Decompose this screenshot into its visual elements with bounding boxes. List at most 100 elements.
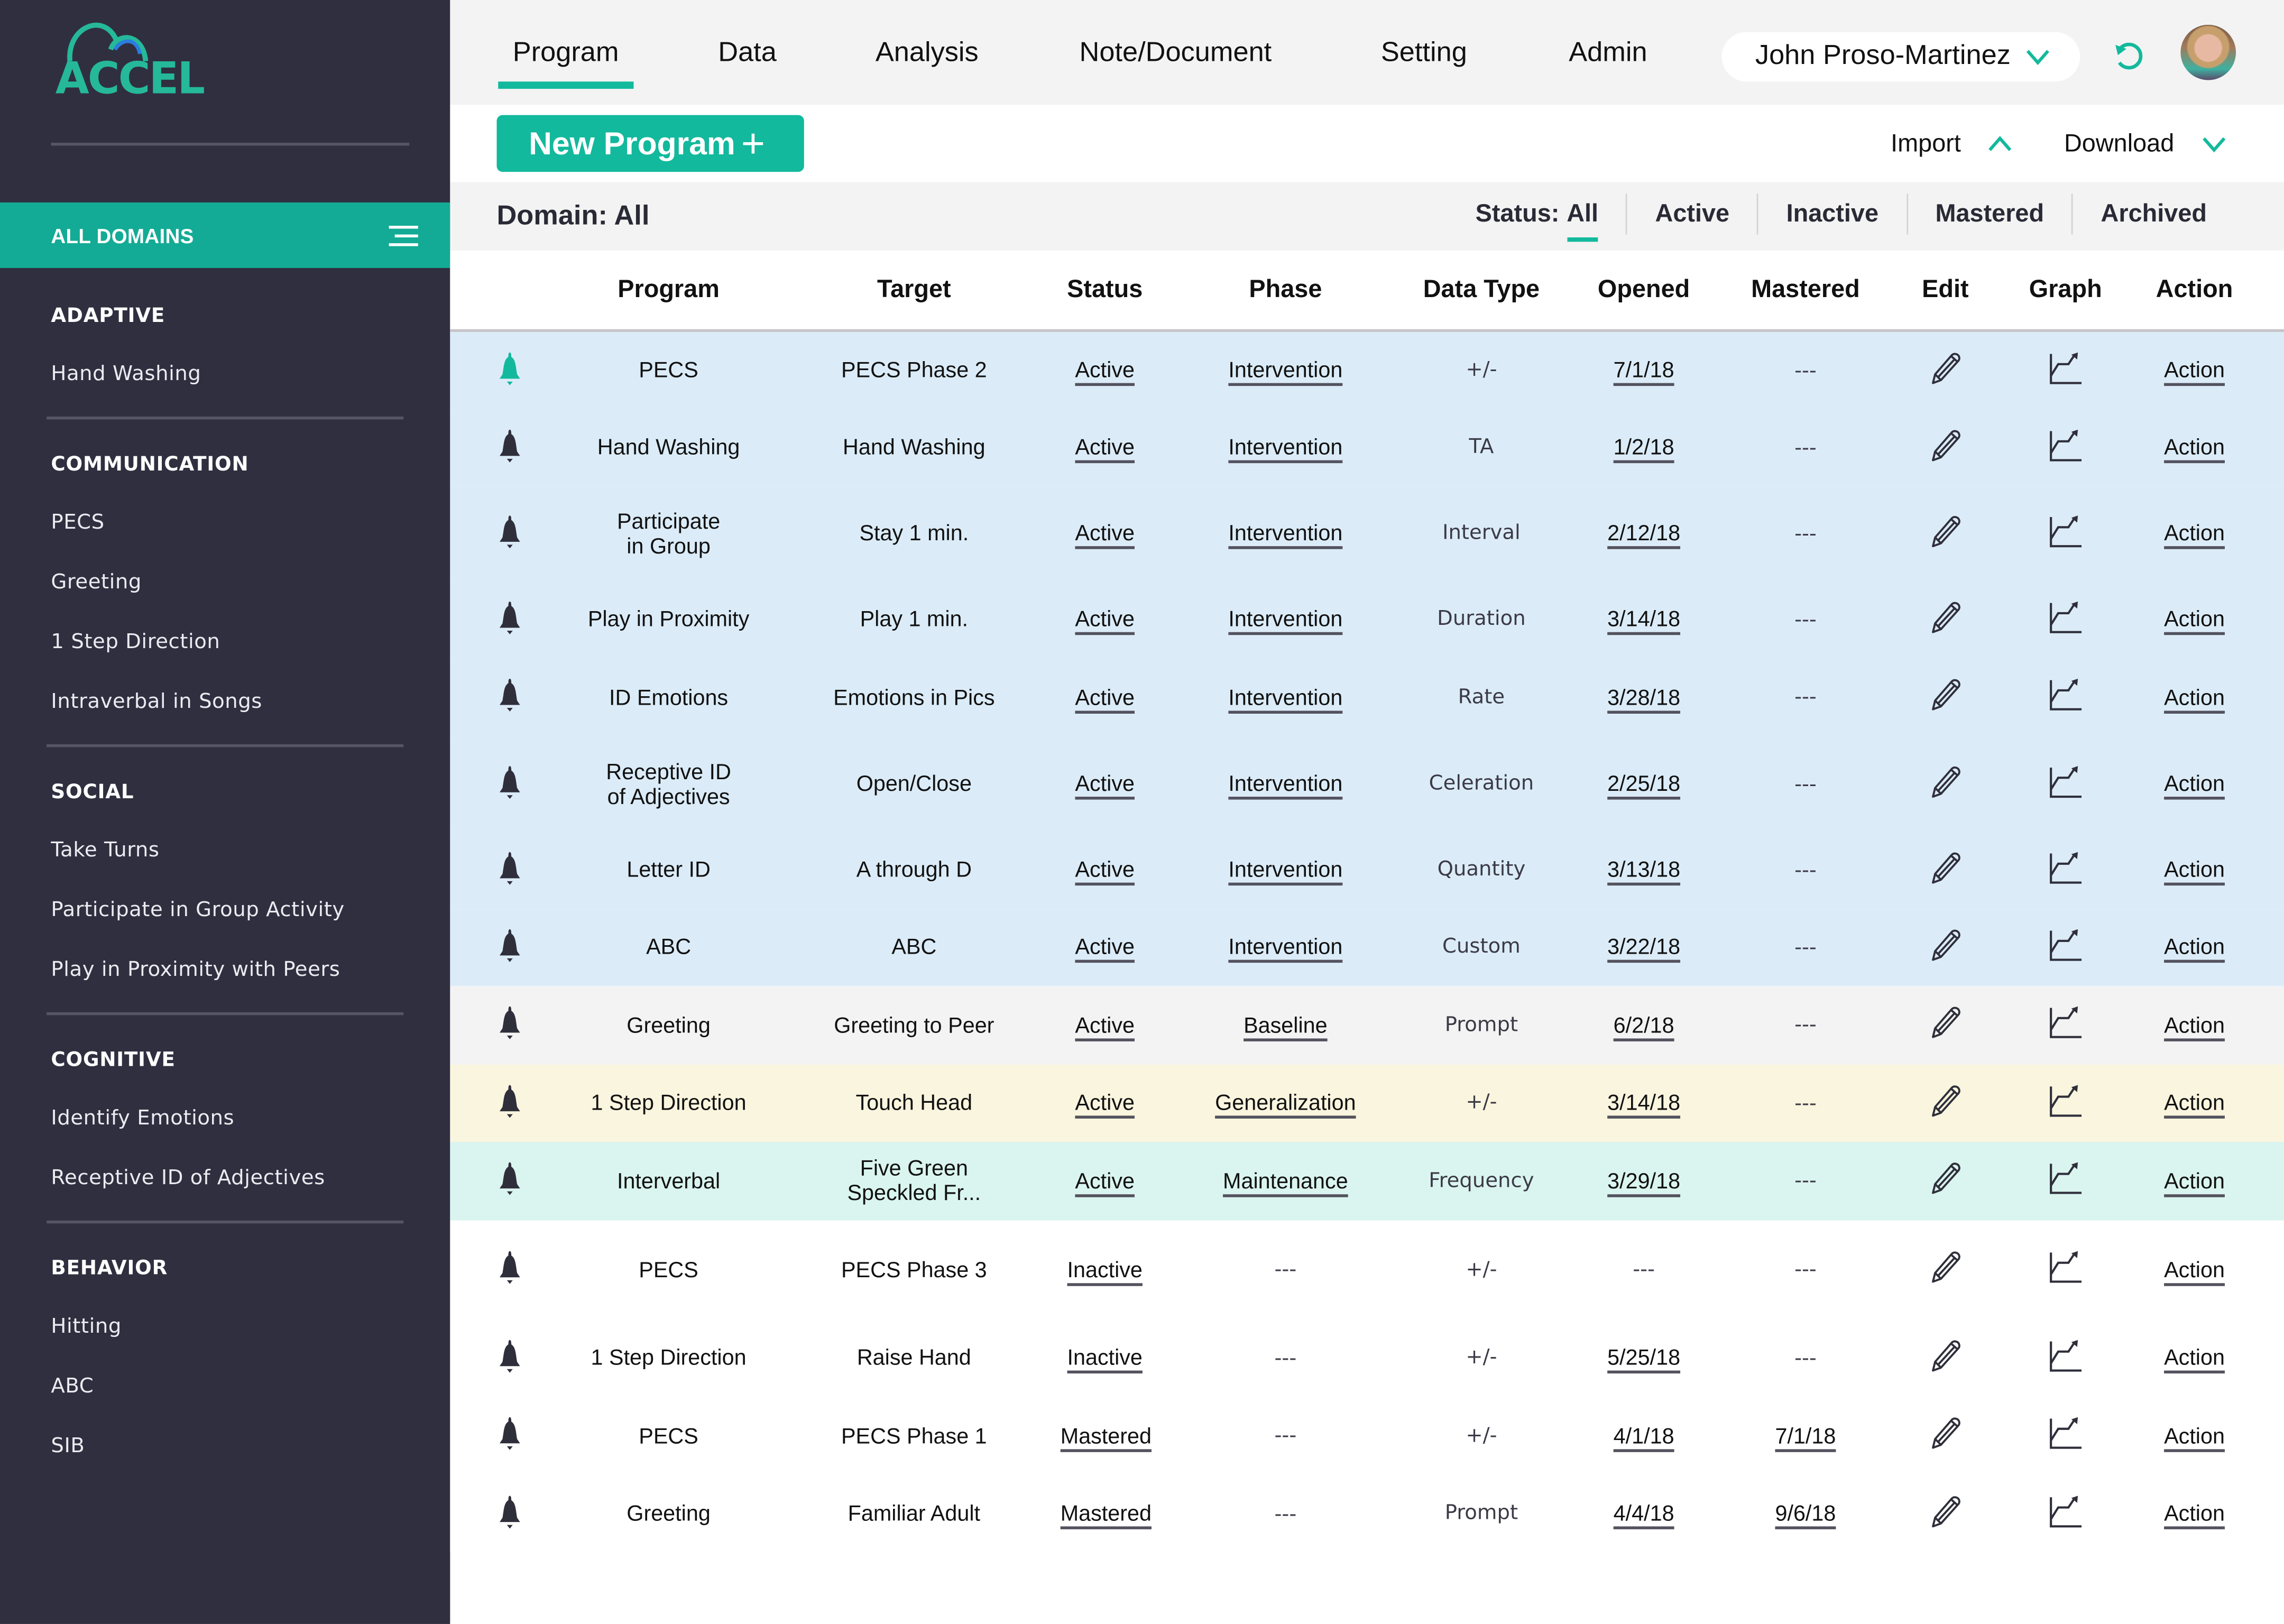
status-link[interactable]: Active <box>1075 772 1135 797</box>
bell-icon[interactable] <box>496 677 523 712</box>
refresh-icon[interactable] <box>2111 38 2145 73</box>
opened-date[interactable]: 4/1/18 <box>1613 1424 1674 1448</box>
line-graph-icon[interactable] <box>2047 677 2085 712</box>
opened-date[interactable]: 3/13/18 <box>1607 857 1681 883</box>
bell-icon[interactable] <box>496 1083 523 1118</box>
action-link[interactable]: Action <box>2164 1013 2225 1038</box>
pencil-edit-icon[interactable] <box>1928 1338 1963 1373</box>
mastered-date[interactable]: --- <box>1794 359 1817 383</box>
client-selector[interactable]: John Proso-Martinez <box>1721 32 2080 82</box>
user-avatar[interactable] <box>2180 24 2236 80</box>
mastered-date[interactable]: --- <box>1794 1091 1817 1115</box>
bell-icon[interactable] <box>496 428 523 463</box>
line-graph-icon[interactable] <box>2047 1338 2085 1373</box>
status-link[interactable]: Active <box>1075 857 1135 883</box>
pencil-edit-icon[interactable] <box>1928 850 1963 885</box>
action-link[interactable]: Action <box>2164 935 2225 960</box>
bell-icon[interactable] <box>496 599 523 634</box>
status-link[interactable]: Active <box>1075 1091 1135 1116</box>
opened-date[interactable]: 5/25/18 <box>1607 1345 1681 1371</box>
phase-link[interactable]: Maintenance <box>1223 1168 1348 1194</box>
pencil-edit-icon[interactable] <box>1928 513 1963 548</box>
action-link[interactable]: Action <box>2164 1168 2225 1194</box>
opened-date[interactable]: 3/22/18 <box>1607 935 1681 960</box>
line-graph-icon[interactable] <box>2047 350 2085 385</box>
sidebar-item[interactable]: Hand Washing <box>51 363 201 386</box>
pencil-edit-icon[interactable] <box>1928 1161 1963 1196</box>
mastered-date[interactable]: --- <box>1794 522 1817 546</box>
import-button[interactable]: Import <box>1891 130 2013 159</box>
tab-note-document[interactable]: Note/Document <box>1079 38 1272 69</box>
pencil-edit-icon[interactable] <box>1928 764 1963 799</box>
bell-icon[interactable] <box>496 764 523 799</box>
line-graph-icon[interactable] <box>2047 599 2085 634</box>
action-link[interactable]: Action <box>2164 358 2225 383</box>
mastered-date[interactable]: --- <box>1794 686 1817 709</box>
col-phase[interactable]: Phase <box>1249 275 1322 303</box>
opened-date[interactable]: 2/12/18 <box>1607 521 1681 547</box>
bell-icon[interactable] <box>496 1338 523 1373</box>
line-graph-icon[interactable] <box>2047 513 2085 548</box>
bell-icon[interactable] <box>496 1161 523 1196</box>
pencil-edit-icon[interactable] <box>1928 1083 1963 1118</box>
mastered-date[interactable]: --- <box>1794 1258 1817 1282</box>
opened-date[interactable]: 3/28/18 <box>1607 685 1681 710</box>
status-link[interactable]: Active <box>1075 1013 1135 1038</box>
status-link[interactable]: Active <box>1075 435 1135 460</box>
sidebar-item[interactable]: Greeting <box>51 570 142 595</box>
status-link[interactable]: Active <box>1075 358 1135 383</box>
sidebar-item[interactable]: Participate in Group Activity <box>51 898 345 922</box>
domain-heading[interactable]: COGNITIVE <box>51 1048 176 1072</box>
tab-analysis[interactable]: Analysis <box>875 38 979 69</box>
sidebar-item[interactable]: Receptive ID of Adjectives <box>51 1166 325 1190</box>
domain-heading[interactable]: SOCIAL <box>51 780 134 804</box>
sidebar-item[interactable]: 1 Step Direction <box>51 630 220 654</box>
phase-link[interactable]: Intervention <box>1228 772 1343 797</box>
phase-link[interactable]: Intervention <box>1228 685 1343 710</box>
accel-logo[interactable]: ACCEL <box>52 15 205 105</box>
pencil-edit-icon[interactable] <box>1928 350 1963 385</box>
opened-date[interactable]: 4/4/18 <box>1613 1501 1674 1527</box>
opened-date[interactable]: 2/25/18 <box>1607 772 1681 797</box>
sidebar-item[interactable]: PECS <box>51 511 105 535</box>
pencil-edit-icon[interactable] <box>1928 927 1963 962</box>
pencil-edit-icon[interactable] <box>1928 599 1963 634</box>
phase-link[interactable]: Intervention <box>1228 935 1343 960</box>
status-link[interactable]: Inactive <box>1067 1345 1143 1371</box>
tab-admin[interactable]: Admin <box>1569 38 1647 69</box>
phase-link[interactable]: Intervention <box>1228 435 1343 460</box>
tab-setting[interactable]: Setting <box>1380 38 1467 69</box>
line-graph-icon[interactable] <box>2047 428 2085 463</box>
mastered-date[interactable]: --- <box>1794 1346 1817 1370</box>
phase-link[interactable]: Intervention <box>1228 607 1343 632</box>
mastered-date[interactable]: 9/6/18 <box>1775 1501 1836 1527</box>
mastered-date[interactable]: --- <box>1794 859 1817 882</box>
bell-icon[interactable] <box>496 927 523 962</box>
sidebar-item[interactable]: Hitting <box>51 1315 122 1339</box>
line-graph-icon[interactable] <box>2047 1005 2085 1040</box>
phase-link[interactable]: Baseline <box>1244 1013 1328 1038</box>
status-link[interactable]: Active <box>1075 607 1135 632</box>
bell-icon[interactable] <box>496 350 523 385</box>
status-link[interactable]: Mastered <box>1060 1501 1152 1527</box>
pencil-edit-icon[interactable] <box>1928 1250 1963 1285</box>
col-target[interactable]: Target <box>877 275 951 303</box>
line-graph-icon[interactable] <box>2047 850 2085 885</box>
mastered-date[interactable]: --- <box>1794 936 1817 959</box>
mastered-date[interactable]: --- <box>1794 608 1817 632</box>
status-link[interactable]: Active <box>1075 935 1135 960</box>
line-graph-icon[interactable] <box>2047 764 2085 799</box>
phase-link[interactable]: --- <box>1274 1502 1297 1526</box>
phase-link[interactable]: Intervention <box>1228 358 1343 383</box>
download-button[interactable]: Download <box>2064 130 2226 159</box>
status-filter-archived[interactable]: Archived <box>2071 193 2234 235</box>
bell-icon[interactable] <box>496 850 523 885</box>
action-link[interactable]: Action <box>2164 772 2225 797</box>
phase-link[interactable]: Intervention <box>1228 857 1343 883</box>
status-link[interactable]: Active <box>1075 685 1135 710</box>
sidebar-item[interactable]: Play in Proximity with Peers <box>51 958 340 982</box>
action-link[interactable]: Action <box>2164 857 2225 883</box>
phase-link[interactable]: Intervention <box>1228 521 1343 547</box>
phase-link[interactable]: --- <box>1274 1258 1297 1282</box>
sidebar-item[interactable]: SIB <box>51 1434 85 1458</box>
